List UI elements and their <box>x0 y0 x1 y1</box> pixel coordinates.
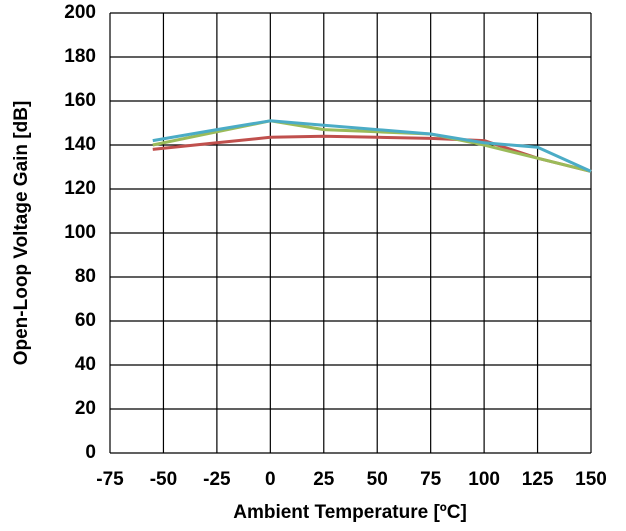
x-tick-label: -25 <box>203 469 231 490</box>
y-tick-label: 20 <box>75 398 96 419</box>
y-tick-label: 200 <box>64 2 96 23</box>
y-tick-label: 140 <box>64 134 96 155</box>
x-tick-label: 50 <box>367 469 388 490</box>
x-tick-label: 125 <box>522 469 554 490</box>
y-tick-label: 80 <box>75 266 96 287</box>
x-tick-label: 150 <box>575 469 607 490</box>
x-tick-label: 25 <box>313 469 335 490</box>
x-axis-label: Ambient Temperature [ºC] <box>233 502 467 523</box>
x-tick-label: -50 <box>150 469 177 490</box>
y-tick-label: 40 <box>75 354 96 375</box>
x-tick-label: 75 <box>420 469 442 490</box>
y-tick-label: 100 <box>64 222 96 243</box>
x-tick-label: 0 <box>265 469 276 490</box>
y-tick-label: 60 <box>75 310 96 331</box>
y-tick-label: 120 <box>64 178 96 199</box>
y-axis-label: Open-Loop Voltage Gain [dB] <box>11 101 32 366</box>
y-tick-label: 180 <box>64 46 96 67</box>
x-tick-label: -75 <box>96 469 124 490</box>
x-tick-label: 100 <box>468 469 500 490</box>
series-line <box>152 119 592 173</box>
y-tick-label: 0 <box>85 442 96 463</box>
y-tick-label: 160 <box>64 90 96 111</box>
